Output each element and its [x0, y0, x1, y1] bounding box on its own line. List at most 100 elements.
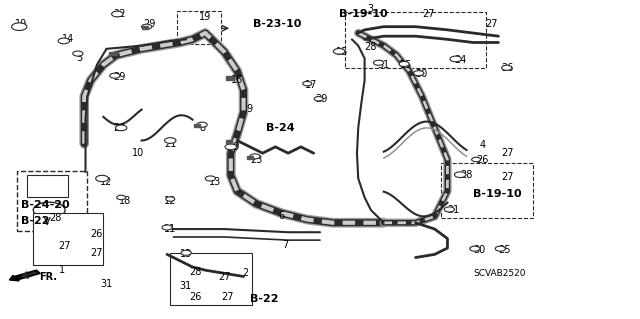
- Circle shape: [444, 207, 454, 212]
- FancyBboxPatch shape: [33, 213, 103, 265]
- Text: 16: 16: [231, 76, 243, 85]
- Circle shape: [109, 73, 120, 78]
- Text: 27: 27: [221, 292, 234, 302]
- Text: FR.: FR.: [40, 271, 58, 281]
- Text: 13: 13: [180, 249, 192, 259]
- FancyBboxPatch shape: [177, 11, 221, 44]
- Text: 31: 31: [447, 205, 460, 215]
- Circle shape: [314, 97, 323, 101]
- Text: 14: 14: [62, 34, 74, 44]
- Circle shape: [225, 144, 237, 150]
- Text: 27: 27: [422, 9, 435, 19]
- Text: 31: 31: [378, 60, 390, 70]
- Text: 30: 30: [473, 245, 485, 255]
- Text: 27: 27: [59, 241, 71, 251]
- Circle shape: [495, 246, 506, 251]
- Circle shape: [58, 38, 70, 44]
- Circle shape: [162, 225, 172, 230]
- Text: 27: 27: [218, 271, 230, 281]
- Circle shape: [205, 176, 216, 181]
- Circle shape: [450, 56, 461, 62]
- Text: 27: 27: [502, 148, 514, 158]
- Text: 7: 7: [282, 240, 288, 250]
- Text: 2: 2: [243, 268, 248, 278]
- Text: B-19-10: B-19-10: [339, 9, 388, 19]
- Circle shape: [413, 70, 424, 76]
- Text: 26: 26: [91, 229, 103, 239]
- Circle shape: [166, 197, 175, 201]
- Circle shape: [470, 246, 480, 251]
- Text: 29: 29: [113, 72, 125, 82]
- Text: 19: 19: [199, 12, 211, 22]
- Text: 11: 11: [164, 224, 176, 234]
- Text: 12: 12: [100, 177, 113, 187]
- Circle shape: [164, 138, 176, 143]
- Text: 31: 31: [100, 279, 113, 289]
- Text: 26: 26: [189, 292, 202, 302]
- Text: 1: 1: [59, 265, 65, 275]
- Text: 26: 26: [502, 63, 514, 73]
- Circle shape: [502, 65, 512, 70]
- Circle shape: [303, 81, 312, 86]
- Text: 10: 10: [132, 148, 144, 158]
- Circle shape: [399, 62, 409, 67]
- Text: 27: 27: [91, 248, 103, 258]
- Text: 9: 9: [246, 104, 253, 114]
- Text: 25: 25: [499, 245, 511, 255]
- Circle shape: [250, 154, 260, 159]
- Text: 8: 8: [199, 123, 205, 133]
- Text: 13: 13: [209, 177, 221, 187]
- Text: 5: 5: [77, 53, 83, 63]
- Circle shape: [12, 23, 27, 31]
- Bar: [247, 156, 253, 159]
- Bar: [226, 140, 232, 143]
- Text: 28: 28: [49, 213, 61, 223]
- Text: 24: 24: [454, 55, 466, 65]
- Text: B-22: B-22: [250, 294, 278, 304]
- Circle shape: [96, 175, 108, 182]
- Text: 29: 29: [316, 94, 328, 104]
- Text: 15: 15: [399, 60, 412, 70]
- Text: SCVAB2520: SCVAB2520: [473, 269, 525, 278]
- Circle shape: [333, 48, 345, 54]
- Circle shape: [116, 195, 125, 200]
- Circle shape: [374, 60, 384, 65]
- Text: 22: 22: [113, 9, 125, 19]
- Text: B-23-10: B-23-10: [253, 19, 301, 28]
- Text: 23: 23: [250, 154, 262, 165]
- Text: 31: 31: [180, 281, 192, 291]
- Text: B-22: B-22: [20, 216, 49, 226]
- FancyArrow shape: [10, 270, 40, 281]
- Text: 30: 30: [415, 69, 428, 79]
- Text: 6: 6: [278, 211, 285, 221]
- Circle shape: [111, 11, 123, 17]
- FancyBboxPatch shape: [346, 12, 486, 68]
- Text: 18: 18: [119, 196, 132, 206]
- Text: 28: 28: [460, 170, 472, 180]
- Circle shape: [115, 125, 127, 131]
- Bar: [226, 77, 233, 80]
- Text: B-24: B-24: [266, 123, 294, 133]
- Bar: [109, 52, 116, 56]
- Text: 28: 28: [189, 267, 202, 277]
- Circle shape: [181, 250, 191, 255]
- Text: 29: 29: [228, 142, 240, 152]
- Text: 28: 28: [365, 42, 377, 52]
- Circle shape: [141, 24, 152, 29]
- Text: 29: 29: [143, 19, 156, 28]
- Circle shape: [73, 51, 83, 56]
- Text: 20: 20: [113, 123, 125, 133]
- Text: 19: 19: [15, 19, 28, 28]
- Text: 17: 17: [305, 80, 317, 90]
- FancyBboxPatch shape: [441, 163, 534, 218]
- Circle shape: [472, 157, 481, 162]
- Text: 4: 4: [479, 140, 485, 150]
- Circle shape: [197, 122, 207, 127]
- Text: B-24-20: B-24-20: [20, 200, 69, 210]
- Text: 12: 12: [164, 196, 176, 206]
- Circle shape: [33, 202, 65, 218]
- FancyBboxPatch shape: [170, 253, 252, 305]
- Text: 27: 27: [502, 172, 514, 182]
- Bar: [141, 26, 148, 29]
- Text: 3: 3: [368, 4, 374, 14]
